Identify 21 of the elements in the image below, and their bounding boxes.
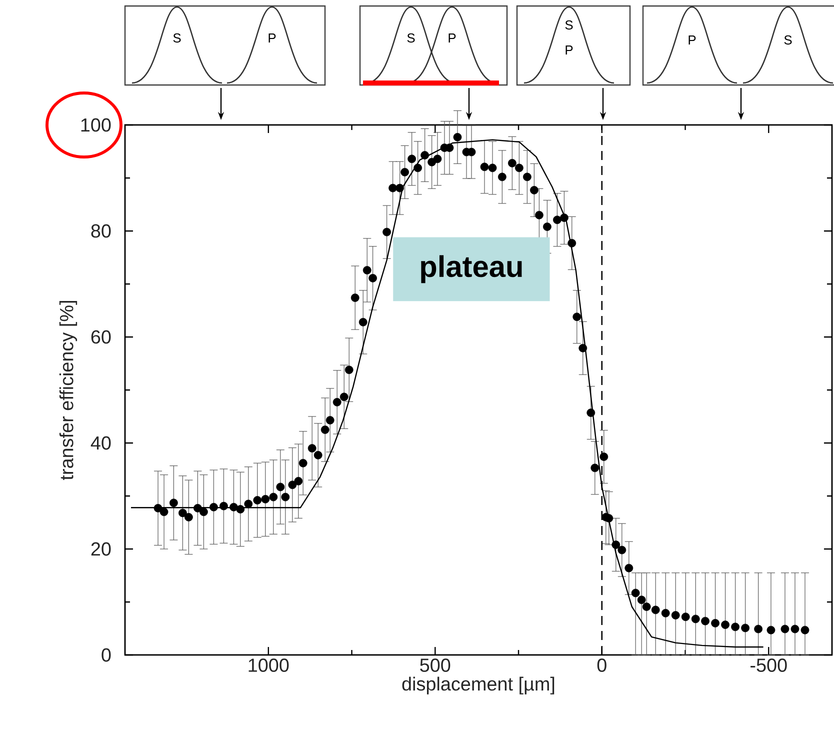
- y-tick-label: 80: [91, 224, 111, 238]
- text: P: [566, 46, 573, 54]
- text: S: [784, 35, 792, 45]
- x-axis-title: displacement [µm]: [402, 676, 554, 694]
- x-tick-label: 0: [597, 658, 606, 672]
- y-tick-label: 40: [90, 436, 111, 450]
- x-tick-label: 1000: [248, 658, 289, 672]
- annotation: plateau: [421, 255, 522, 284]
- y-tick-label: 20: [91, 542, 111, 556]
- text: S: [407, 33, 415, 43]
- y-axis-title: transfer efficiency [%]: [59, 301, 78, 480]
- y-tick-label: 60: [91, 330, 111, 344]
- text: P: [688, 36, 696, 44]
- x-tick-label: -500: [750, 658, 787, 672]
- y-tick-label: 0: [102, 648, 111, 662]
- text: S: [565, 20, 573, 30]
- text: S: [173, 33, 181, 43]
- text: P: [448, 34, 456, 42]
- text: P: [268, 34, 276, 42]
- y-tick-label: 100: [81, 118, 111, 132]
- x-tick-label: 500: [420, 658, 450, 672]
